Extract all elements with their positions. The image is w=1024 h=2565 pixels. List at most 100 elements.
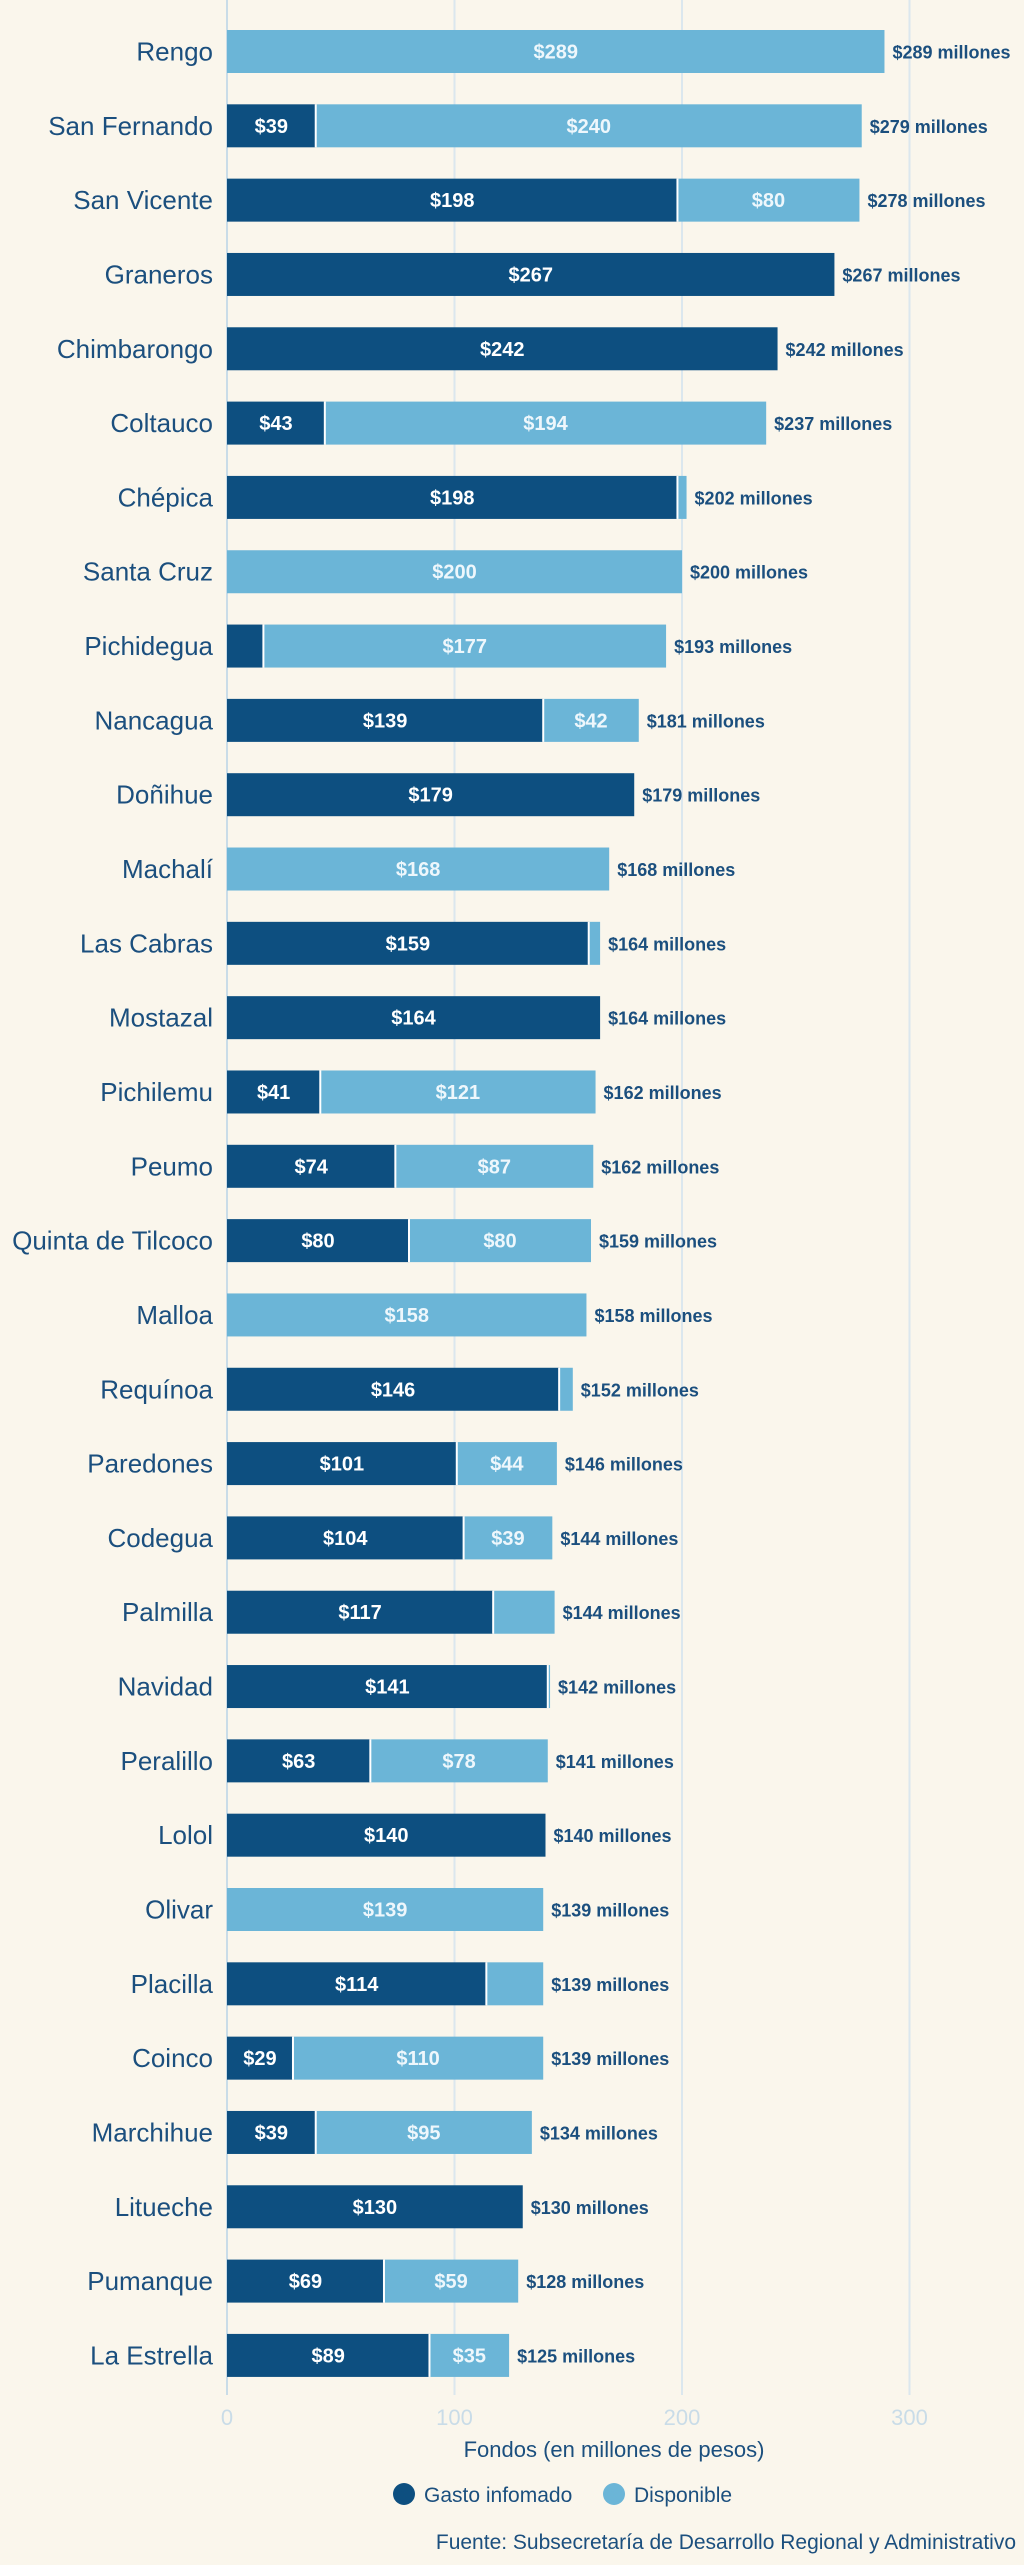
category-label: Peralillo <box>121 1746 214 1776</box>
bar-gasto <box>227 921 589 965</box>
bar-gasto <box>227 773 635 817</box>
bar-gasto <box>227 1813 546 1857</box>
segment-value-label: $39 <box>255 116 288 138</box>
bar-disponible <box>227 847 610 891</box>
segment-value-label: $42 <box>574 710 607 732</box>
segment-value-label: $198 <box>430 190 475 212</box>
total-value-label: $125 millones <box>517 2346 635 2366</box>
category-label: San Vicente <box>73 185 213 215</box>
x-tick-label: 0 <box>221 2405 233 2430</box>
x-tick-label: 200 <box>664 2405 701 2430</box>
bar-gasto <box>227 1739 371 1783</box>
category-label: Olivar <box>145 1895 213 1925</box>
segment-value-label: $200 <box>432 562 477 584</box>
total-value-label: $193 millones <box>674 637 792 657</box>
bar-disponible <box>677 475 687 519</box>
bar-disponible <box>429 2333 510 2377</box>
bar-gasto <box>227 996 601 1040</box>
segment-value-label: $139 <box>363 710 408 732</box>
category-label: Santa Cruz <box>83 557 213 587</box>
segment-value-label: $289 <box>533 42 578 64</box>
category-label: Lolol <box>158 1820 213 1850</box>
category-label: Placilla <box>131 1969 214 1999</box>
total-value-label: $139 millones <box>551 1901 669 1921</box>
bar-gasto <box>227 2185 523 2229</box>
x-tick-label: 300 <box>891 2405 928 2430</box>
bar-gasto <box>227 1590 494 1634</box>
total-value-label: $144 millones <box>563 1603 681 1623</box>
segment-value-label: $80 <box>301 1231 334 1253</box>
segment-value-label: $41 <box>257 1082 290 1104</box>
bar-disponible <box>409 1219 591 1263</box>
bar-disponible <box>486 1962 544 2006</box>
total-value-label: $134 millones <box>540 2123 658 2143</box>
segment-value-label: $117 <box>338 1602 381 1624</box>
bar-gasto <box>227 2259 384 2303</box>
segment-value-label: $141 <box>365 1677 410 1699</box>
segment-value-label: $267 <box>508 264 553 286</box>
bar-disponible <box>456 1442 557 1486</box>
category-label: Palmilla <box>122 1597 214 1627</box>
category-label: Requínoa <box>100 1374 213 1404</box>
segment-value-label: $140 <box>364 1825 409 1847</box>
category-label: La Estrella <box>90 2340 213 2370</box>
total-value-label: $159 millones <box>599 1232 717 1252</box>
total-value-label: $139 millones <box>551 2049 669 2069</box>
segment-value-label: $63 <box>282 1751 315 1773</box>
category-label: Las Cabras <box>80 928 213 958</box>
legend-disponible-swatch <box>603 2483 625 2505</box>
bar-disponible <box>543 698 639 742</box>
segment-value-label: $121 <box>436 1082 481 1104</box>
bar-gasto <box>227 104 316 148</box>
total-value-label: $179 millones <box>642 786 760 806</box>
segment-value-label: $168 <box>396 859 441 881</box>
bar-gasto <box>227 401 325 445</box>
segment-value-label: $242 <box>480 339 525 361</box>
bar-disponible <box>547 1665 551 1709</box>
bar-gasto <box>227 1516 464 1560</box>
bar-gasto <box>227 2036 293 2080</box>
bar-gasto <box>227 178 678 222</box>
segment-value-label: $89 <box>312 2345 345 2367</box>
bar-disponible <box>263 624 667 668</box>
category-label: Pichidegua <box>84 631 213 661</box>
category-label: Codegua <box>107 1523 213 1553</box>
category-label: Pichilemu <box>100 1077 213 1107</box>
segment-value-label: $177 <box>442 636 487 658</box>
total-value-label: $242 millones <box>786 340 904 360</box>
total-value-label: $278 millones <box>867 191 985 211</box>
category-label: San Fernando <box>48 111 213 141</box>
x-tick-label: 100 <box>436 2405 473 2430</box>
segment-value-label: $69 <box>289 2271 322 2293</box>
category-label: Chépica <box>118 482 214 512</box>
bar-gasto <box>227 1665 548 1709</box>
bar-disponible <box>227 550 682 594</box>
segment-value-label: $29 <box>243 2048 276 2070</box>
bar-disponible <box>395 1144 594 1188</box>
bar-disponible <box>493 1590 555 1634</box>
category-label: Malloa <box>136 1300 213 1330</box>
segment-value-label: $95 <box>407 2122 440 2144</box>
bar-gasto <box>227 1144 396 1188</box>
segment-value-label: $35 <box>453 2345 486 2367</box>
bar-gasto <box>227 1367 560 1411</box>
total-value-label: $144 millones <box>560 1529 678 1549</box>
bar-gasto <box>227 1962 487 2006</box>
total-value-label: $267 millones <box>842 265 960 285</box>
segment-value-label: $114 <box>335 1974 379 1996</box>
legend-gasto-swatch <box>393 2483 415 2505</box>
category-label: Peumo <box>131 1151 213 1181</box>
segment-value-label: $130 <box>353 2197 398 2219</box>
segment-value-label: $44 <box>490 1454 524 1476</box>
total-value-label: $164 millones <box>608 934 726 954</box>
category-label: Mostazal <box>109 1003 213 1033</box>
bar-disponible <box>227 1888 544 1931</box>
bar-disponible <box>463 1516 553 1560</box>
bar-disponible <box>383 2259 519 2303</box>
total-value-label: $158 millones <box>594 1306 712 1326</box>
category-label: Navidad <box>118 1672 213 1702</box>
bar-disponible <box>588 921 601 965</box>
category-label: Doñihue <box>116 780 213 810</box>
bar-disponible <box>227 1293 587 1337</box>
